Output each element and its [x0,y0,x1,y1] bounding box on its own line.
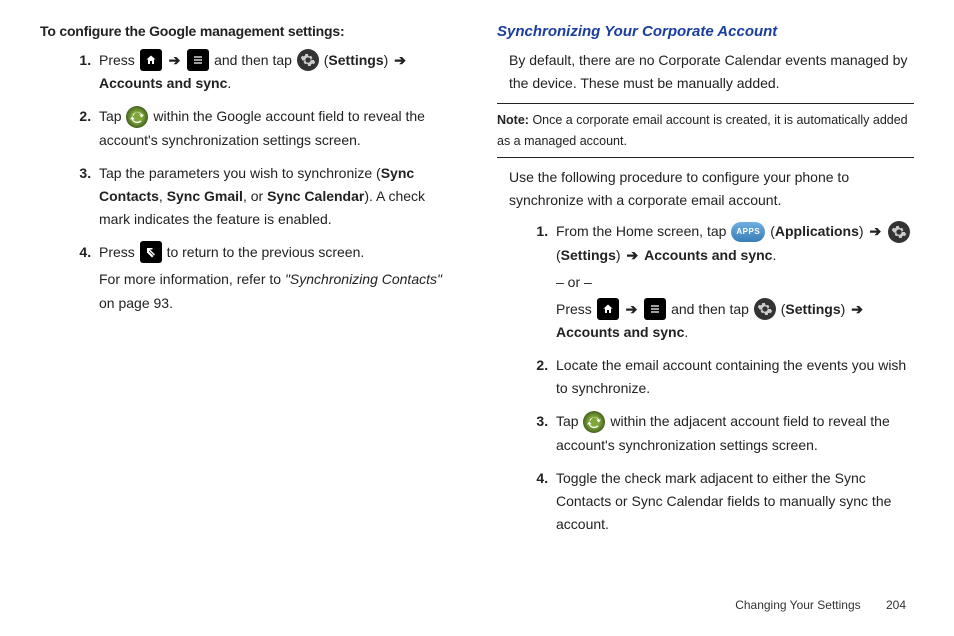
left-step-1: Press ➔ and then tap (Settings) ➔ Accoun… [95,49,457,95]
text: . [772,247,776,263]
left-heading: To configure the Google management setti… [40,20,457,43]
text: Settings [785,301,840,317]
right-step-3: Tap within the adjacent account field to… [552,410,914,456]
text: Press [556,301,596,317]
text: . [684,324,688,340]
text: Tap the parameters you wish to synchroni… [99,165,381,181]
text: and then tap [671,301,753,317]
text: From the Home screen, tap [556,223,730,239]
apps-icon: APPS [731,222,765,242]
left-steps: Press ➔ and then tap (Settings) ➔ Accoun… [40,49,457,264]
text: Sync Gmail [167,188,243,204]
sync-icon [583,411,605,433]
right-heading: Synchronizing Your Corporate Account [497,20,914,45]
text: to return to the previous screen. [167,244,365,260]
text: ) [616,247,625,263]
text: Press [99,52,139,68]
left-column: To configure the Google management setti… [40,20,457,546]
home-icon [597,298,619,320]
note-rule-top [497,103,914,104]
text: Accounts and sync [644,247,772,263]
footer-page: 204 [886,598,906,612]
gear-icon [297,49,319,71]
arrow-icon: ➔ [626,247,638,263]
page-footer: Changing Your Settings 204 [735,596,906,616]
note-block: Note: Once a corporate email account is … [497,110,914,151]
sync-icon [126,106,148,128]
right-step-4: Toggle the check mark adjacent to either… [552,467,914,536]
text: ) [841,301,850,317]
text: Settings [561,247,616,263]
note-label: Note: [497,113,529,127]
arrow-icon: ➔ [851,301,863,317]
text-accounts: Accounts and sync [99,75,227,91]
text: For more information, refer to [99,271,285,287]
right-steps: From the Home screen, tap APPS (Applicat… [497,220,914,536]
text: Press [99,244,139,260]
text: within the adjacent account field to rev… [556,413,890,452]
page-columns: To configure the Google management setti… [40,20,914,546]
text: Sync Calendar [267,188,364,204]
text-settings: Settings [328,52,383,68]
text: Tap [556,413,582,429]
gear-icon [754,298,776,320]
text: . [227,75,231,91]
footer-chapter: Changing Your Settings [735,598,860,612]
left-more-info: For more information, refer to "Synchron… [99,268,457,314]
arrow-icon: ➔ [394,52,406,68]
right-step-1: From the Home screen, tap APPS (Applicat… [552,220,914,344]
text: ) [859,223,868,239]
arrow-icon: ➔ [869,223,881,239]
home-icon [140,49,162,71]
right-column: Synchronizing Your Corporate Account By … [497,20,914,546]
text: on page 93. [99,295,173,311]
arrow-icon: ➔ [169,52,181,68]
right-use: Use the following procedure to configure… [509,166,914,212]
arrow-icon: ➔ [626,301,638,317]
left-step-4: Press to return to the previous screen. [95,241,457,264]
apps-icon-label: APPS [736,225,760,238]
menu-icon [644,298,666,320]
gear-icon [888,221,910,243]
text: Tap [99,108,125,124]
note-rule-bottom [497,157,914,158]
text: Applications [775,223,859,239]
text: within the Google account field to revea… [99,108,425,147]
text: , [159,188,167,204]
left-step-2: Tap within the Google account field to r… [95,105,457,151]
right-intro: By default, there are no Corporate Calen… [509,49,914,95]
text-or: – or – [556,271,914,294]
text: ) [384,52,393,68]
text: , or [243,188,267,204]
back-icon [140,241,162,263]
note-body: Once a corporate email account is create… [497,113,908,148]
left-step-3: Tap the parameters you wish to synchroni… [95,162,457,231]
menu-icon [187,49,209,71]
text: Accounts and sync [556,324,684,340]
text-ref: "Synchronizing Contacts" [285,271,442,287]
right-step-2: Locate the email account containing the … [552,354,914,400]
text: and then tap [214,52,296,68]
